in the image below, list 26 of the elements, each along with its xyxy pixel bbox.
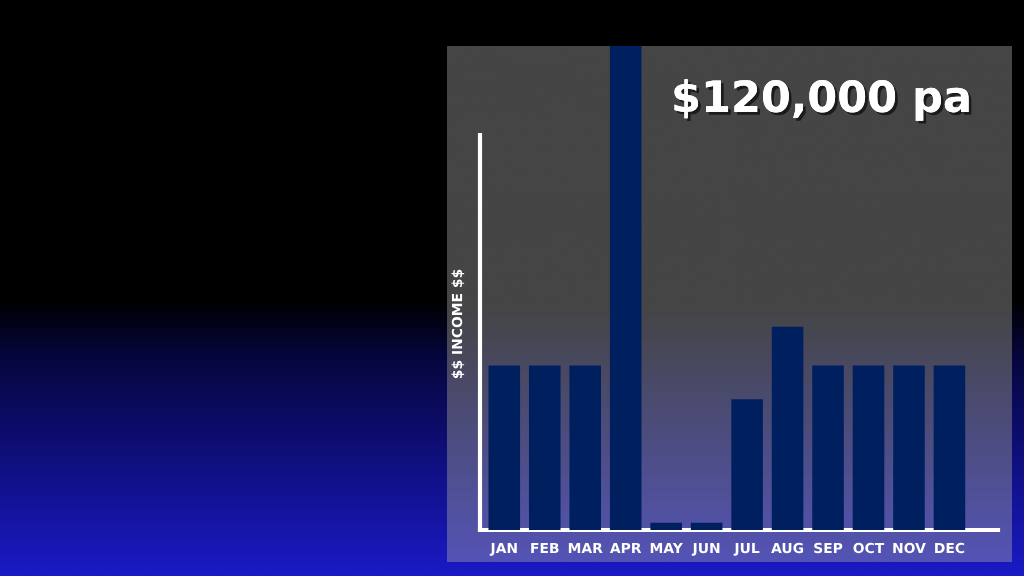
- bar: [609, 46, 642, 530]
- bar: [933, 365, 966, 530]
- text: $120,000 pa: [674, 79, 972, 124]
- x-tick-label: JUL: [733, 542, 760, 556]
- bar: [771, 326, 804, 530]
- x-tick-label: MAY: [650, 542, 683, 554]
- x-tick-label: JAN: [489, 542, 517, 556]
- bar: [569, 365, 601, 530]
- x-tick-label: JUN: [691, 542, 720, 556]
- x-tick-label: AUG: [771, 542, 804, 554]
- x-tick-label: MAR: [568, 542, 603, 554]
- bar: [731, 399, 763, 530]
- bar: [690, 522, 723, 530]
- x-tick-label: APR: [609, 542, 642, 554]
- x-tick-label: FEB: [531, 542, 559, 554]
- x-tick-label: SEP: [814, 542, 843, 554]
- bar: [488, 365, 521, 530]
- x-tick-label: OCT: [853, 542, 885, 554]
- bar: [528, 365, 561, 530]
- y-axis-title: $$ INCOME $$: [451, 269, 465, 379]
- bar: [812, 365, 844, 530]
- x-tick-label: NOV: [893, 542, 926, 554]
- x-tick-label: DEC: [935, 542, 965, 554]
- bar: [852, 365, 885, 530]
- bar: [650, 522, 682, 530]
- bar: [893, 365, 925, 530]
